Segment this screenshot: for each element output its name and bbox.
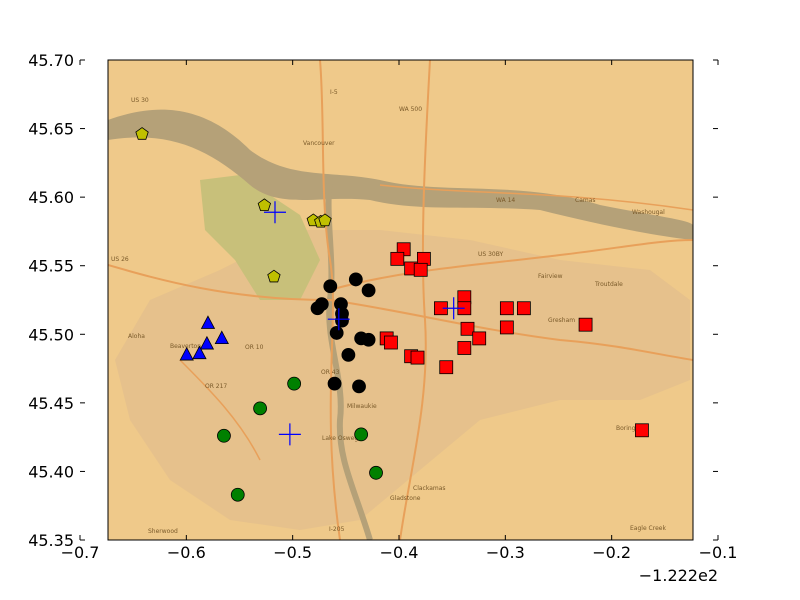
basemap-road-i84 xyxy=(329,239,693,291)
data-point-circle-series-1 xyxy=(323,279,338,294)
data-point-plus-series-5 xyxy=(278,423,301,446)
map-label: US 26 xyxy=(111,256,129,263)
data-point-plus-series-5 xyxy=(327,308,350,331)
map-label: Gresham xyxy=(548,317,575,324)
map-label: I-205 xyxy=(329,526,345,533)
data-point-circle-series-1 xyxy=(341,347,356,362)
map-label: Milwaukie xyxy=(347,403,377,410)
data-point-circle-series-1 xyxy=(361,283,376,298)
x-tick-label: −0.3 xyxy=(486,543,525,562)
data-point-circle-series-2 xyxy=(354,427,369,442)
y-tick-label: 45.60 xyxy=(28,188,74,207)
y-tick-label: 45.55 xyxy=(28,257,74,276)
y-tick-label: 45.45 xyxy=(28,394,74,413)
data-markers xyxy=(135,127,649,502)
map-label: WA 14 xyxy=(496,197,515,204)
basemap-road-i5 xyxy=(319,60,341,540)
data-point-circle-series-1 xyxy=(361,332,376,347)
data-point-circle-series-1 xyxy=(335,313,349,328)
map-label: Aloha xyxy=(128,333,145,340)
map-label: I-5 xyxy=(330,89,338,96)
x-offset-label: −1.222e2 xyxy=(639,566,718,585)
map-label: Clackamas xyxy=(413,485,446,492)
data-point-square-series-0 xyxy=(635,423,649,438)
data-point-circle-series-1 xyxy=(329,326,344,340)
data-point-circle-series-2 xyxy=(369,465,383,480)
data-point-square-series-0 xyxy=(578,317,593,332)
x-tick-label: −0.5 xyxy=(273,543,312,562)
plot-frame xyxy=(107,59,694,541)
x-tick-label: −0.2 xyxy=(592,543,631,562)
map-label: WA 500 xyxy=(399,106,422,113)
map-label: OR 10 xyxy=(245,344,264,351)
data-point-circle-series-2 xyxy=(217,428,231,443)
data-point-pentagon-series-4 xyxy=(257,198,272,212)
data-point-square-series-0 xyxy=(472,331,487,346)
map-label: Camas xyxy=(575,197,596,204)
data-point-pentagon-series-4 xyxy=(135,127,149,140)
basemap-road-wa14 xyxy=(379,184,693,211)
data-point-triangle-series-3 xyxy=(192,345,207,360)
x-tick-label: −0.4 xyxy=(380,543,419,562)
map-label: Lake Oswego xyxy=(322,435,362,442)
map-label: Fairview xyxy=(538,273,563,280)
data-point-square-series-0 xyxy=(410,350,425,365)
data-point-circle-series-1 xyxy=(348,272,363,287)
data-point-plus-series-5 xyxy=(442,297,465,320)
data-point-circle-series-2 xyxy=(253,401,268,416)
y-tick-label: 45.65 xyxy=(28,120,74,139)
map-label: Troutdale xyxy=(594,281,623,288)
map-label: Sherwood xyxy=(148,528,178,535)
map-label: OR 43 xyxy=(321,369,340,376)
map-label: Eagle Creek xyxy=(630,525,666,532)
data-point-circle-series-2 xyxy=(230,487,245,502)
data-point-square-series-0 xyxy=(439,360,454,375)
basemap-forest-park xyxy=(200,175,320,300)
y-tick-label: 45.70 xyxy=(28,51,74,70)
map-label: OR 217 xyxy=(205,383,227,390)
map-label: Beaverton xyxy=(170,343,201,350)
basemap-road-us26 xyxy=(108,264,693,361)
data-point-triangle-series-3 xyxy=(214,330,229,345)
data-point-square-series-0 xyxy=(384,335,398,350)
data-point-triangle-series-3 xyxy=(200,315,216,329)
data-point-circle-series-1 xyxy=(352,379,366,394)
y-tick-label: 45.50 xyxy=(28,325,74,344)
data-point-plus-series-5 xyxy=(263,201,286,224)
data-point-square-series-0 xyxy=(390,251,405,266)
data-point-triangle-series-3 xyxy=(199,335,215,350)
data-point-square-series-0 xyxy=(516,301,531,316)
map-label: US 30BY xyxy=(478,251,504,258)
x-tick-label: −0.1 xyxy=(699,543,738,562)
y-tick-label: 45.35 xyxy=(28,531,74,550)
map-label: Washougal xyxy=(632,209,665,216)
map-label: Gladstone xyxy=(390,495,421,502)
data-point-square-series-0 xyxy=(499,320,514,335)
basemap-columbia-river xyxy=(108,109,693,240)
basemap-road-i205 xyxy=(399,60,431,540)
data-point-square-series-0 xyxy=(413,262,428,277)
x-tick-label: −0.7 xyxy=(61,543,100,562)
data-point-pentagon-series-4 xyxy=(318,213,332,227)
data-point-square-series-0 xyxy=(460,321,475,336)
data-point-circle-series-1 xyxy=(310,301,325,316)
data-point-square-series-0 xyxy=(499,301,514,316)
axis-ticks: −0.7 −0.6 −0.5 −0.4 −0.3 −0.2 −0.1 45.35 45.40 45… xyxy=(28,51,737,562)
data-point-circle-series-1 xyxy=(327,376,342,391)
basemap-willamette-river xyxy=(325,174,373,540)
map-label: Vancouver xyxy=(303,140,335,147)
data-point-triangle-series-3 xyxy=(179,346,194,361)
data-point-square-series-0 xyxy=(457,341,472,355)
basemap-urban-area xyxy=(115,230,690,530)
map-label: US 30 xyxy=(131,97,149,104)
basemap-road-or217 xyxy=(179,359,261,461)
y-tick-label: 45.40 xyxy=(28,462,74,481)
data-point-circle-series-2 xyxy=(287,376,302,391)
x-tick-label: −0.6 xyxy=(167,543,206,562)
basemap: Vancouver Camas Washougal Gresham Milwau… xyxy=(108,60,693,540)
map-label: Boring xyxy=(616,425,636,432)
data-point-pentagon-series-4 xyxy=(267,269,281,283)
